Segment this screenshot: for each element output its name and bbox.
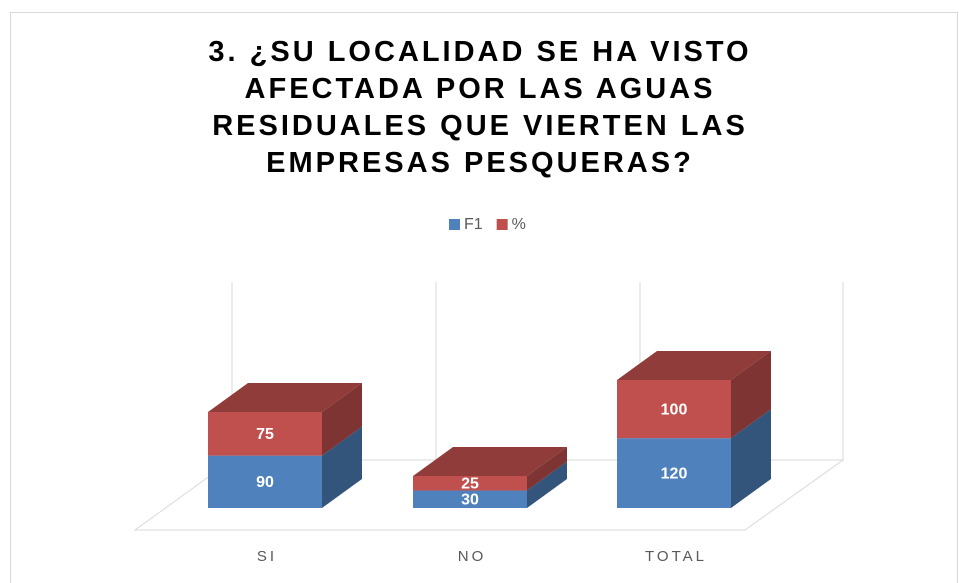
bar-top bbox=[413, 446, 567, 476]
value-label: 30 bbox=[461, 491, 479, 508]
bar-side bbox=[731, 409, 771, 508]
floor-plane bbox=[133, 459, 845, 531]
legend-swatch bbox=[449, 219, 460, 230]
bar-side bbox=[322, 382, 362, 456]
bar bbox=[617, 379, 731, 439]
chart-border bbox=[10, 12, 958, 583]
x-tick-label: TOTAL bbox=[645, 548, 707, 565]
bar bbox=[208, 411, 322, 456]
bar-top bbox=[617, 350, 771, 380]
x-tick-label: SI bbox=[257, 548, 277, 565]
bar-side bbox=[527, 461, 567, 508]
value-label: 120 bbox=[661, 465, 688, 482]
floor bbox=[133, 282, 845, 531]
chart-title: 3. ¿SU LOCALIDAD SE HA VISTO AFECTADA PO… bbox=[208, 36, 752, 179]
bar bbox=[413, 490, 527, 508]
legend-swatch bbox=[496, 219, 508, 230]
bar bbox=[208, 455, 322, 508]
bar-side bbox=[322, 426, 362, 508]
x-tick-label: NO bbox=[458, 548, 487, 565]
bar-side bbox=[731, 350, 771, 439]
value-label: 75 bbox=[256, 426, 274, 443]
value-label: 25 bbox=[461, 475, 479, 492]
bar bbox=[413, 475, 527, 491]
bar-top bbox=[208, 382, 362, 412]
bar bbox=[617, 438, 731, 508]
legend-label: % bbox=[512, 216, 526, 233]
bar-side bbox=[527, 446, 567, 491]
legend-label: F1 bbox=[464, 216, 483, 233]
value-label: 100 bbox=[661, 401, 688, 418]
value-label: 90 bbox=[256, 474, 274, 491]
